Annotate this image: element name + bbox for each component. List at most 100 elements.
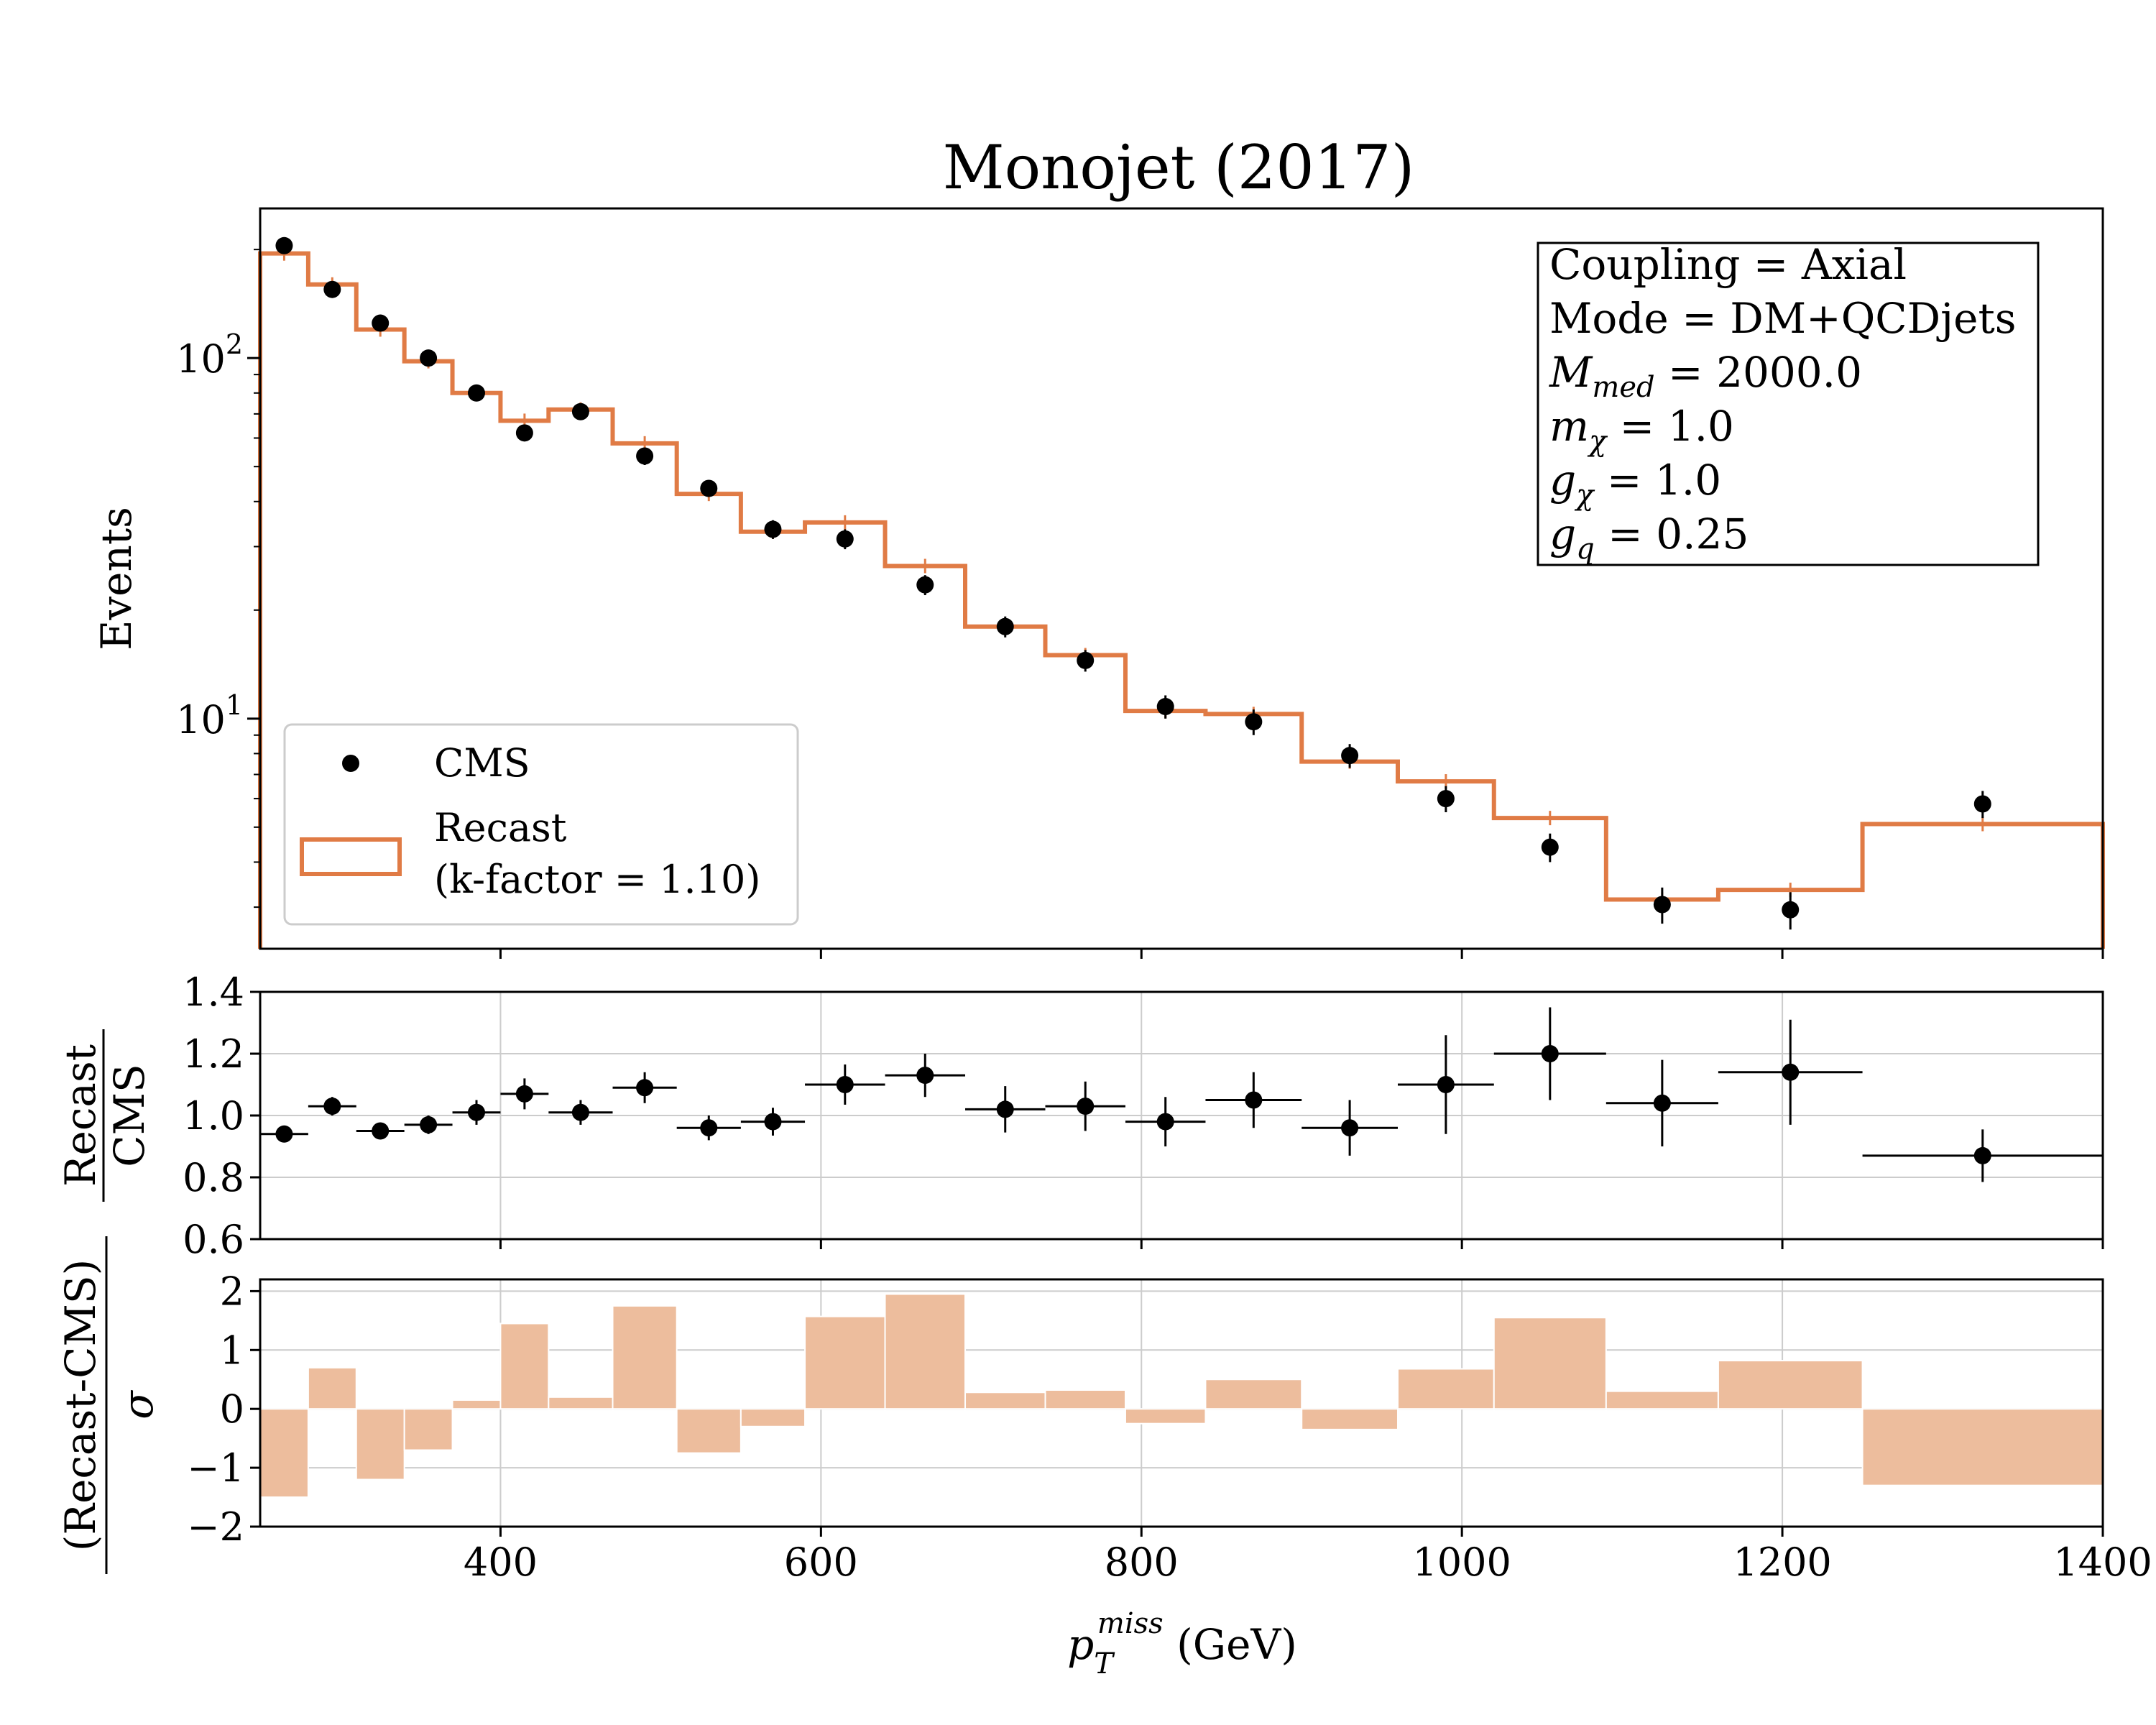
pull-ylabel-denominator: σ	[114, 1390, 162, 1420]
ratio-point	[515, 1085, 533, 1103]
pull-bar	[1861, 1408, 2104, 1486]
cms-point	[1782, 901, 1800, 919]
cms-point	[1653, 896, 1671, 914]
top-y-tick-label: 101	[176, 689, 243, 742]
pull-y-tick-label: −1	[187, 1445, 244, 1491]
legend-recast-kfactor: (k-factor = 1.10)	[434, 857, 760, 902]
cms-point	[275, 236, 293, 254]
pull-bar	[355, 1408, 405, 1481]
ratio-point	[1653, 1094, 1671, 1112]
cms-point	[1437, 790, 1455, 808]
legend-cms-marker	[342, 755, 359, 772]
ratio-y-tick-label: 1.0	[183, 1093, 244, 1138]
cms-point	[1077, 651, 1095, 669]
pull-bar	[1717, 1360, 1864, 1410]
info-line: Coupling = Axial	[1549, 240, 1907, 289]
ratio-point	[836, 1076, 854, 1093]
pull-bar	[740, 1408, 806, 1427]
cms-point	[515, 424, 533, 442]
cms-point	[1341, 747, 1359, 765]
pull-bar	[548, 1396, 614, 1410]
ratio-points	[260, 1007, 2103, 1182]
cms-point	[1156, 698, 1174, 716]
pull-bars	[259, 1293, 2104, 1499]
ratio-point	[571, 1103, 589, 1121]
pull-bar	[804, 1315, 886, 1410]
ratio-point	[420, 1116, 438, 1133]
legend-recast-label: Recast	[434, 805, 567, 850]
cms-point	[420, 349, 438, 367]
legend: CMS Recast (k-factor = 1.10)	[283, 723, 799, 926]
cms-point	[764, 520, 782, 538]
cms-point	[636, 447, 654, 465]
cms-point	[571, 402, 589, 420]
ratio-point	[1437, 1076, 1455, 1093]
pull-y-tick-label: 1	[220, 1328, 244, 1373]
ratio-y-axis-label: Recast CMS	[56, 1029, 154, 1202]
legend-cms-label: CMS	[434, 740, 530, 786]
ratio-point	[764, 1113, 782, 1131]
ratio-grid	[260, 991, 2104, 1240]
pull-bar	[1493, 1317, 1607, 1410]
info-line: Mode = DM+QCDjets	[1549, 294, 2017, 343]
pull-bar	[1301, 1408, 1399, 1430]
info-line: gq = 0.25	[1549, 510, 1749, 566]
x-tick-label: 600	[784, 1540, 858, 1585]
x-tick-label: 400	[464, 1540, 538, 1585]
ratio-point	[636, 1079, 654, 1097]
x-axis-label: pTmiss (GeV)	[1067, 1607, 1297, 1680]
cms-points	[275, 236, 1991, 930]
x-tick-label: 800	[1105, 1540, 1179, 1585]
legend-frame	[283, 723, 799, 926]
pull-bar	[1204, 1379, 1303, 1410]
cms-point	[467, 384, 485, 402]
cms-point	[836, 530, 854, 548]
pull-bar	[1124, 1408, 1207, 1425]
ratio-ylabel-numerator: Recast	[56, 1044, 105, 1187]
top-y-axis-label: Events	[92, 507, 141, 650]
x-tick-label: 1000	[1412, 1540, 1511, 1585]
ratio-point	[467, 1103, 485, 1121]
cms-point	[916, 576, 934, 594]
ratio-y-tick-label: 0.6	[183, 1217, 244, 1262]
legend-recast-swatch	[300, 837, 402, 876]
cms-point	[1245, 713, 1263, 731]
pull-bar	[676, 1408, 742, 1454]
ratio-point	[1077, 1098, 1095, 1116]
top-panel-frame	[259, 207, 2104, 950]
top-y-tick-label: 102	[176, 328, 243, 382]
info-box: Coupling = Axial Mode = DM+QCDjets Mmed = …	[1537, 240, 2040, 566]
info-line: mχ = 1.0	[1549, 402, 1734, 458]
pull-bar	[307, 1366, 357, 1410]
pull-y-tick-label: −2	[187, 1504, 244, 1550]
pull-bar	[403, 1408, 453, 1451]
pull-bar	[964, 1392, 1046, 1410]
cms-point	[1541, 838, 1559, 856]
cms-point	[996, 617, 1014, 635]
ratio-point	[1973, 1146, 1991, 1164]
ratio-point	[323, 1098, 341, 1116]
pull-bar	[1605, 1390, 1719, 1410]
axis-ticks: 400 600 800 1000 1200 1400 0.6 0.8 1.0 1.2 1.4 −2 −1…	[176, 249, 2152, 1585]
ratio-point	[1341, 1119, 1359, 1137]
x-tick-label: 1200	[1733, 1540, 1831, 1585]
x-tick-label: 1400	[2053, 1540, 2152, 1585]
cms-point	[323, 280, 341, 298]
ratio-point	[996, 1100, 1014, 1118]
ratio-point	[916, 1067, 934, 1085]
pull-bar	[259, 1408, 309, 1499]
pull-bar	[1044, 1389, 1126, 1410]
cms-point	[700, 479, 718, 497]
pull-bar	[612, 1305, 678, 1410]
ratio-point	[1541, 1045, 1559, 1062]
chart-title: Monojet (2017)	[943, 132, 1415, 203]
pull-bar	[1396, 1368, 1495, 1410]
pull-ylabel-numerator: (Recast-CMS)	[56, 1259, 105, 1551]
ratio-point	[1782, 1063, 1800, 1081]
ratio-ylabel-denominator: CMS	[105, 1064, 154, 1167]
ratio-y-tick-label: 1.2	[183, 1031, 244, 1077]
pull-bar	[884, 1293, 967, 1410]
info-line: Mmed = 2000.0	[1549, 348, 1862, 404]
pull-bar	[499, 1322, 550, 1410]
